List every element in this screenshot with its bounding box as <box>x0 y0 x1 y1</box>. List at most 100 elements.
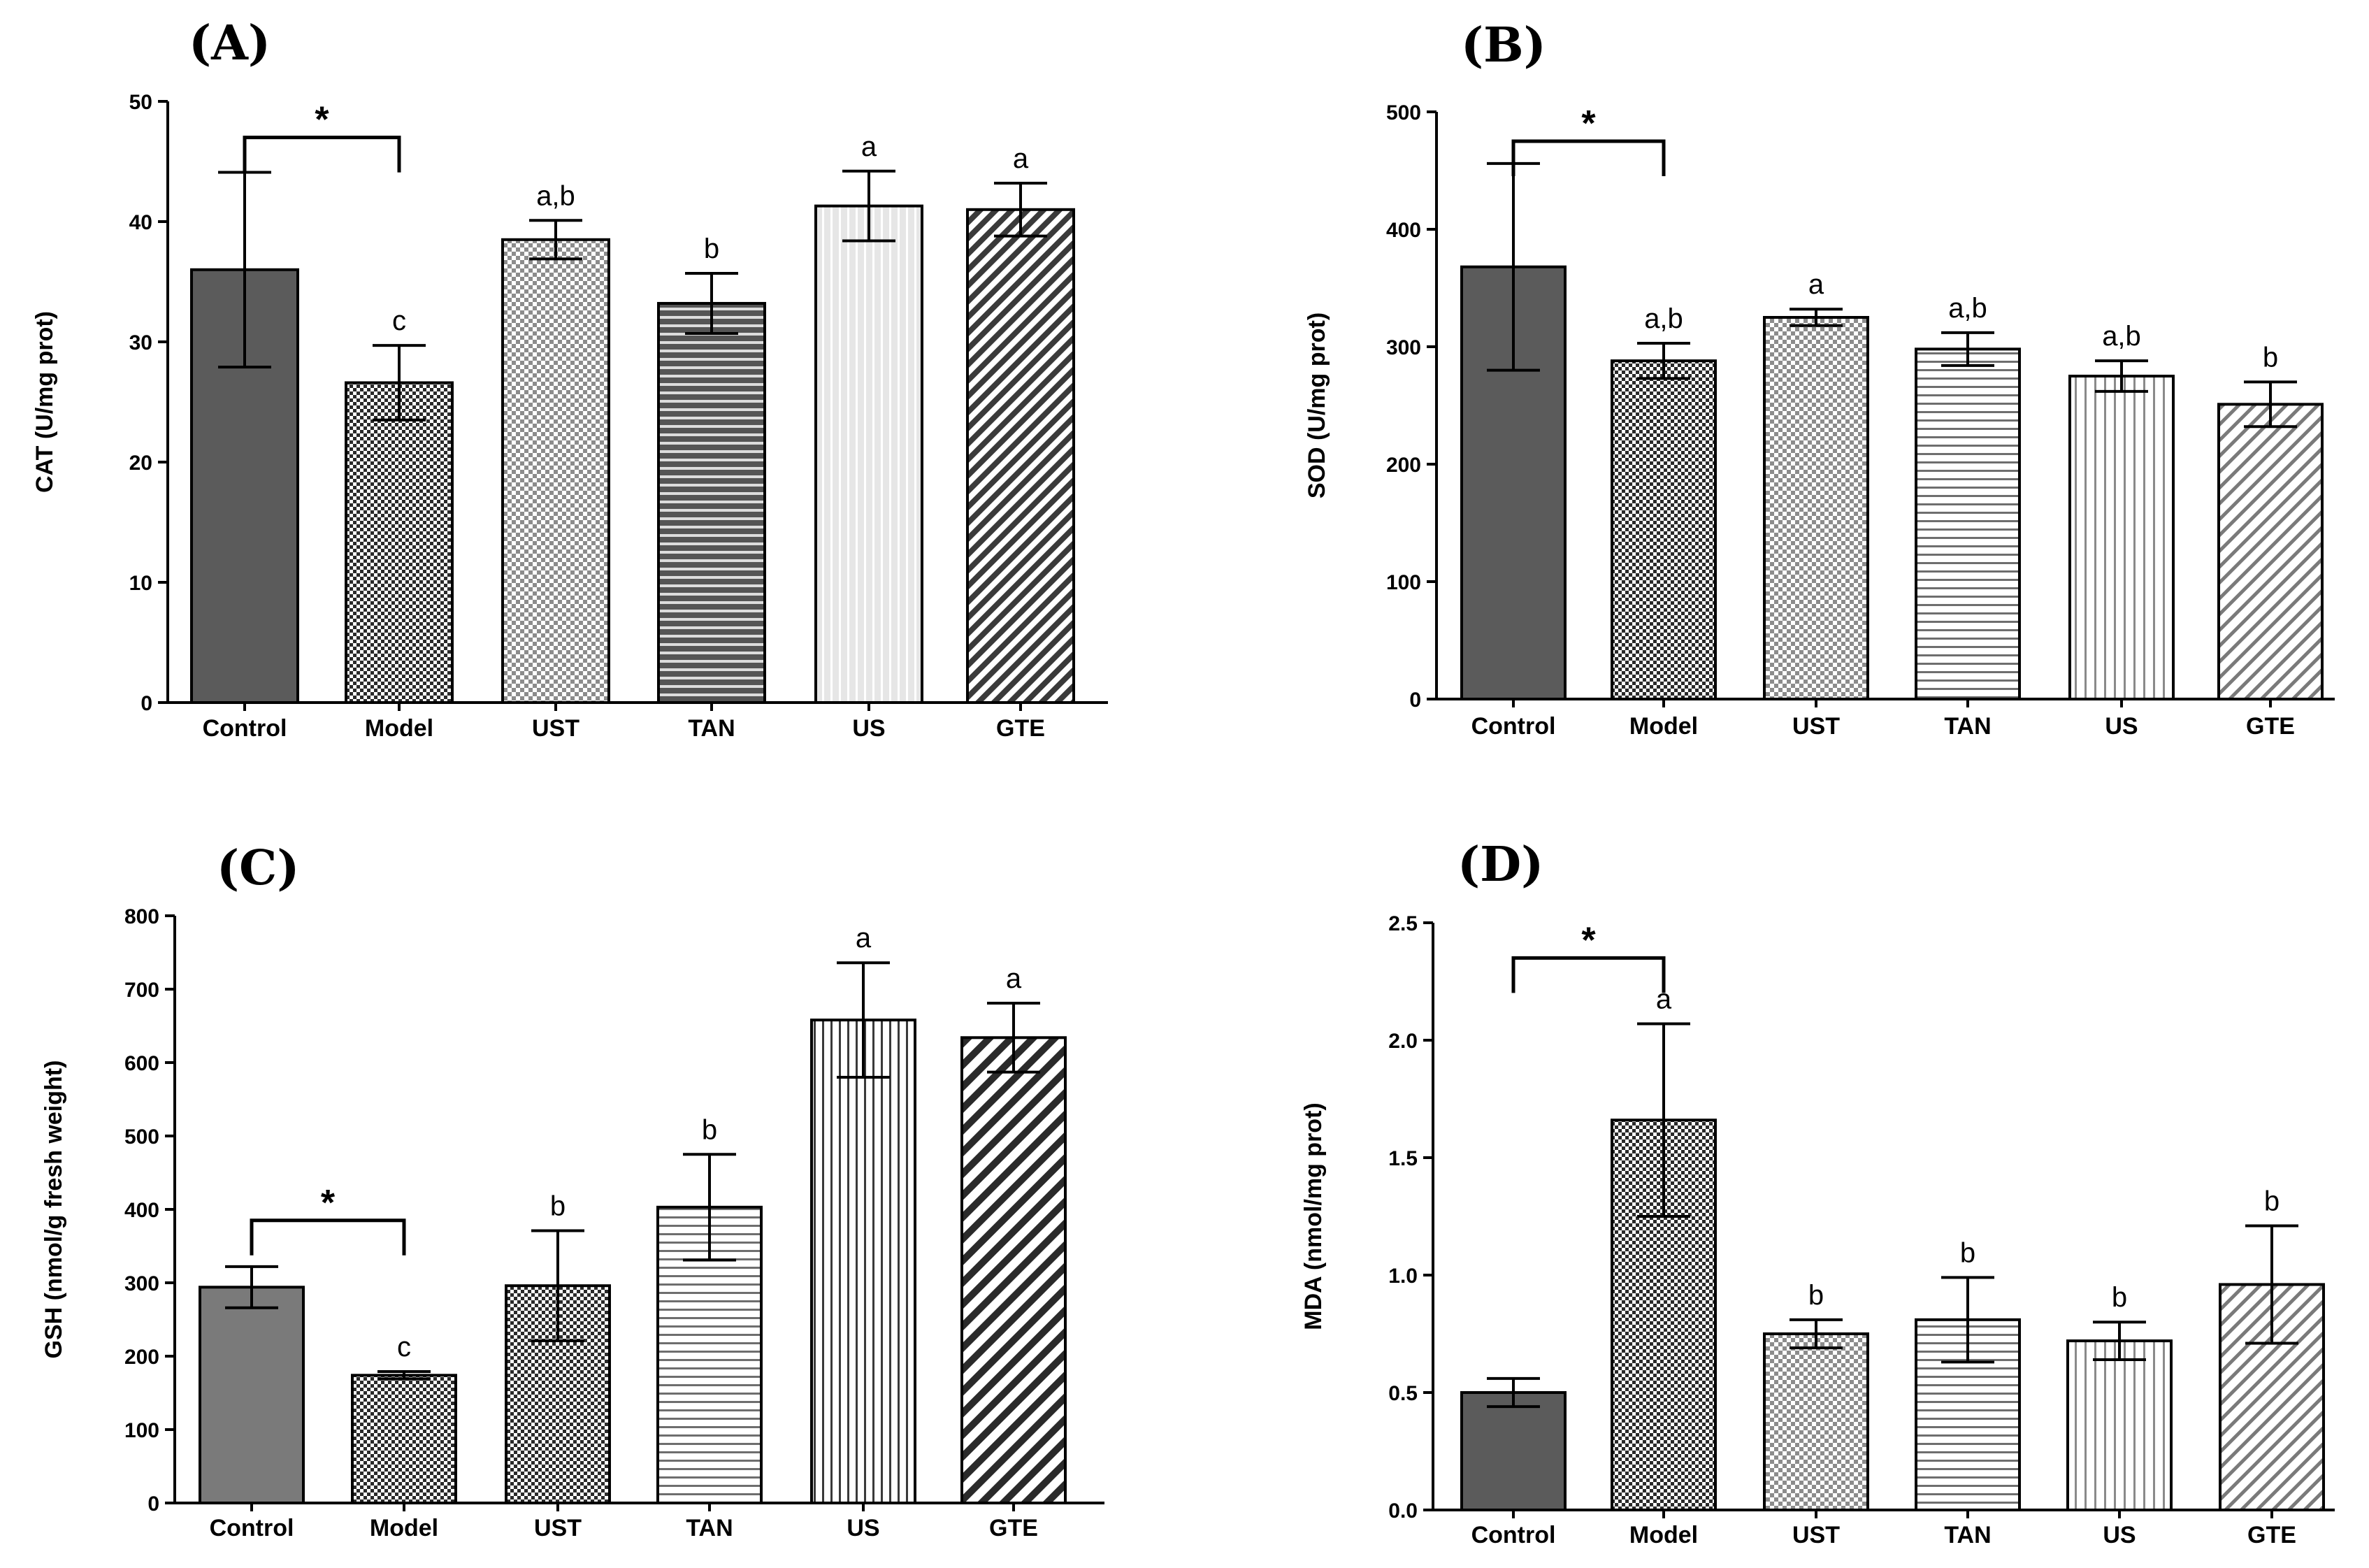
bar <box>2066 1339 2173 1511</box>
chart-panel: (D) MDA (nmol/mg prot) 0.0 0.5 1.0 1.5 2.0 2.5 C… <box>1300 837 2335 1548</box>
bar <box>2068 375 2175 700</box>
x-tick-label: UST <box>1792 713 1840 740</box>
x-tick-label: Control <box>1471 1522 1556 1548</box>
bar <box>810 1019 916 1504</box>
x-tick-label: Control <box>203 715 287 742</box>
chart-panel: (B) SOD (U/mg prot) 0 100 200 300 400 500 Contro… <box>1304 17 2335 740</box>
y-axis-title: GSH (nmol/g fresh weight) <box>41 1060 67 1359</box>
x-tick-label: Model <box>365 715 433 742</box>
x-tick-label: Model <box>1629 713 1698 740</box>
chart-panel: (A) CAT (U/mg prot) 0 10 20 30 40 50 Control Mode… <box>31 15 1108 742</box>
significance-bracket <box>1511 956 1666 993</box>
bar <box>501 238 610 704</box>
significance-letter: a <box>1013 143 1029 174</box>
x-tick-label: GTE <box>989 1515 1038 1541</box>
bar <box>657 301 766 704</box>
x-tick-label: UST <box>1792 1522 1840 1548</box>
bar <box>1611 359 1717 700</box>
y-tick-label: 400 <box>1386 219 1421 242</box>
significance-letter: b <box>702 1114 717 1145</box>
y-tick-label: 2.0 <box>1388 1030 1418 1053</box>
bar <box>1763 316 1869 700</box>
x-tick-label: US <box>2103 1522 2136 1548</box>
significance-letter: c <box>392 305 406 336</box>
significance-bracket <box>250 1218 406 1256</box>
y-tick-label: 300 <box>1386 336 1421 359</box>
y-axis-title: CAT (U/mg prot) <box>31 311 58 493</box>
y-tick-label: 500 <box>124 1125 159 1149</box>
y-tick-label: 0 <box>147 1493 159 1516</box>
y-tick-label: 200 <box>1386 454 1421 477</box>
significance-letter: c <box>397 1332 411 1362</box>
x-tick-label: US <box>852 715 885 742</box>
bar <box>1763 1332 1869 1511</box>
significance-letter: b <box>2263 342 2278 373</box>
bar <box>2217 403 2324 700</box>
y-tick-label: 400 <box>124 1199 159 1222</box>
significance-letter: a,b <box>536 180 575 211</box>
significance-letter: a <box>861 131 877 162</box>
y-tick-label: 700 <box>124 979 159 1002</box>
y-tick-label: 100 <box>1386 571 1421 594</box>
significance-letter: b <box>550 1191 566 1221</box>
x-tick-label: GTE <box>996 715 1045 742</box>
x-tick-label: US <box>847 1515 879 1541</box>
panel-label: (A) <box>189 15 271 71</box>
y-tick-label: 0 <box>141 692 152 715</box>
significance-bracket <box>1511 139 1666 176</box>
significance-letter: a <box>1656 984 1672 1014</box>
y-tick-label: 1.0 <box>1388 1265 1418 1288</box>
y-tick-label: 500 <box>1386 101 1421 124</box>
y-tick-label: 200 <box>124 1346 159 1369</box>
y-tick-label: 600 <box>124 1052 159 1075</box>
x-tick-label: GTE <box>2246 713 2295 740</box>
y-tick-label: 20 <box>129 452 152 475</box>
x-tick-label: TAN <box>1944 1522 1991 1548</box>
y-tick-label: 300 <box>124 1272 159 1295</box>
significance-letter: b <box>2264 1186 2280 1216</box>
significance-letter: b <box>1960 1237 1975 1268</box>
chart-panel: (C) GSH (nmol/g fresh weight) 0 100 200 300 40… <box>41 840 1104 1541</box>
y-tick-label: 800 <box>124 905 159 928</box>
x-tick-label: UST <box>532 715 579 742</box>
significance-letter: a,b <box>2102 321 2141 352</box>
y-tick-label: 0 <box>1409 689 1421 712</box>
significance-star: * <box>1581 103 1596 144</box>
y-tick-label: 30 <box>129 331 152 354</box>
significance-letter: a,b <box>1644 303 1683 334</box>
significance-star: * <box>315 100 329 141</box>
y-tick-label: 10 <box>129 572 152 595</box>
significance-bracket <box>243 136 401 173</box>
bar <box>966 208 1075 704</box>
x-tick-label: UST <box>534 1515 582 1541</box>
significance-letter: a <box>1006 963 1022 994</box>
x-tick-label: TAN <box>1944 713 1991 740</box>
significance-letter: a,b <box>1948 293 1987 324</box>
y-axis-title: SOD (U/mg prot) <box>1304 312 1330 498</box>
bar <box>1460 1391 1567 1511</box>
bar <box>351 1374 457 1505</box>
panel-label: (C) <box>217 840 299 896</box>
x-tick-label: Model <box>370 1515 438 1541</box>
significance-letter: a <box>856 923 872 954</box>
x-tick-label: US <box>2105 713 2138 740</box>
y-tick-label: 100 <box>124 1419 159 1442</box>
significance-letter: b <box>1808 1280 1824 1311</box>
bar <box>814 204 923 704</box>
bar <box>345 381 454 704</box>
significance-letter: b <box>2112 1282 2127 1313</box>
bar <box>960 1036 1067 1505</box>
x-tick-label: Model <box>1629 1522 1698 1548</box>
x-tick-label: Control <box>210 1515 294 1541</box>
x-tick-label: Control <box>1471 713 1556 740</box>
y-tick-label: 0.5 <box>1388 1382 1418 1405</box>
bar <box>1915 347 2021 700</box>
bar <box>199 1286 305 1505</box>
panel-label: (B) <box>1461 17 1546 73</box>
x-tick-label: GTE <box>2247 1522 2296 1548</box>
significance-star: * <box>321 1183 336 1223</box>
y-axis-title: MDA (nmol/mg prot) <box>1300 1102 1327 1330</box>
significance-letter: a <box>1808 269 1824 300</box>
x-tick-label: TAN <box>688 715 735 742</box>
